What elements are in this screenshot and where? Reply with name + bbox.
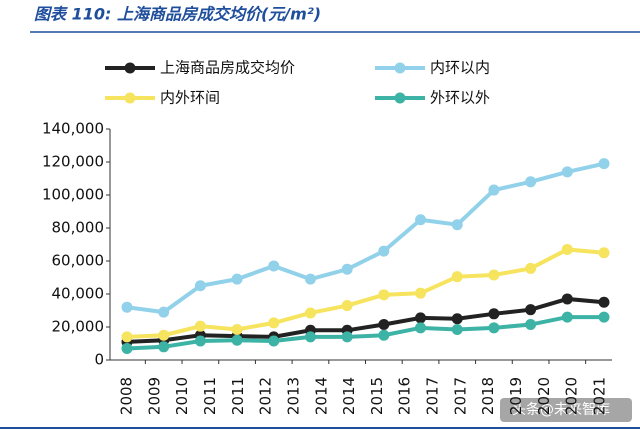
x-tick-label: 2020 [563, 377, 581, 415]
x-tick-label: 2015 [368, 377, 386, 415]
point [231, 334, 243, 346]
point [488, 269, 500, 281]
y-tick-label: 0 [94, 351, 104, 369]
x-tick-label: 2011 [201, 377, 219, 415]
x-tick-label: 2010 [173, 377, 191, 415]
point [304, 307, 316, 319]
x-tick-label: 2008 [118, 377, 136, 415]
point [488, 184, 500, 196]
point [231, 273, 243, 285]
legend-label: 外环以外 [430, 89, 490, 107]
x-tick-label: 2016 [396, 377, 414, 415]
point [121, 331, 133, 343]
point [304, 331, 316, 343]
point [488, 322, 500, 334]
chart-title: 图表 110: 上海商品房成交均价(元/m²) [34, 5, 321, 24]
legend-label: 内外环间 [160, 89, 220, 107]
legend-marker [124, 92, 136, 104]
y-tick-label: 60,000 [52, 252, 105, 270]
point [451, 271, 463, 283]
point [194, 280, 206, 292]
y-tick-label: 20,000 [52, 318, 105, 336]
series-line [126, 247, 605, 339]
point [415, 312, 427, 324]
point [121, 342, 133, 354]
legend-label: 内环以内 [430, 59, 490, 77]
legend-label: 上海商品房成交均价 [160, 59, 295, 77]
point [451, 313, 463, 325]
point [341, 331, 353, 343]
legend-marker [124, 62, 136, 74]
point [415, 287, 427, 299]
point [415, 214, 427, 226]
point [451, 219, 463, 231]
point [561, 166, 573, 178]
point [598, 158, 610, 170]
x-tick-label: 2013 [284, 377, 302, 415]
point [268, 317, 280, 329]
point [525, 319, 537, 331]
legend-marker [394, 92, 406, 104]
x-tick-label: 2011 [229, 377, 247, 415]
legend-marker [394, 62, 406, 74]
x-tick-label: 2014 [312, 377, 330, 415]
point [158, 329, 170, 341]
point [268, 335, 280, 347]
point [598, 311, 610, 323]
point [158, 306, 170, 318]
point [268, 260, 280, 272]
point [525, 262, 537, 274]
point [341, 263, 353, 275]
point [525, 176, 537, 188]
point [158, 341, 170, 353]
point [525, 304, 537, 316]
y-tick-label: 40,000 [52, 285, 105, 303]
x-tick-label: 2021 [591, 377, 609, 415]
point [194, 320, 206, 332]
point [121, 301, 133, 313]
x-tick-label: 2018 [479, 377, 497, 415]
point [561, 243, 573, 255]
point [378, 245, 390, 257]
point [598, 247, 610, 259]
y-tick-label: 100,000 [42, 186, 104, 204]
series-line [126, 315, 604, 351]
x-tick-label: 2020 [535, 377, 553, 415]
x-tick-label: 2009 [145, 377, 163, 415]
point [561, 293, 573, 305]
point [451, 323, 463, 335]
series-line [126, 296, 605, 344]
point [231, 323, 243, 335]
point [598, 296, 610, 308]
y-tick-label: 120,000 [42, 153, 104, 171]
series-line [126, 161, 605, 315]
point [304, 273, 316, 285]
point [378, 289, 390, 301]
point [561, 311, 573, 323]
point [341, 300, 353, 312]
x-tick-label: 2017 [424, 377, 442, 415]
x-tick-label: 2012 [257, 377, 275, 415]
y-tick-label: 80,000 [52, 219, 105, 237]
point [378, 319, 390, 331]
point [194, 335, 206, 347]
x-tick-label: 2019 [507, 377, 525, 415]
y-tick-label: 140,000 [42, 120, 104, 138]
x-tick-label: 2014 [340, 377, 358, 415]
point [378, 329, 390, 341]
watermark: 头条@未来智库 [512, 401, 610, 418]
watermark-bg [500, 398, 632, 422]
x-tick-label: 2017 [451, 377, 469, 415]
point [415, 322, 427, 334]
point [488, 308, 500, 320]
